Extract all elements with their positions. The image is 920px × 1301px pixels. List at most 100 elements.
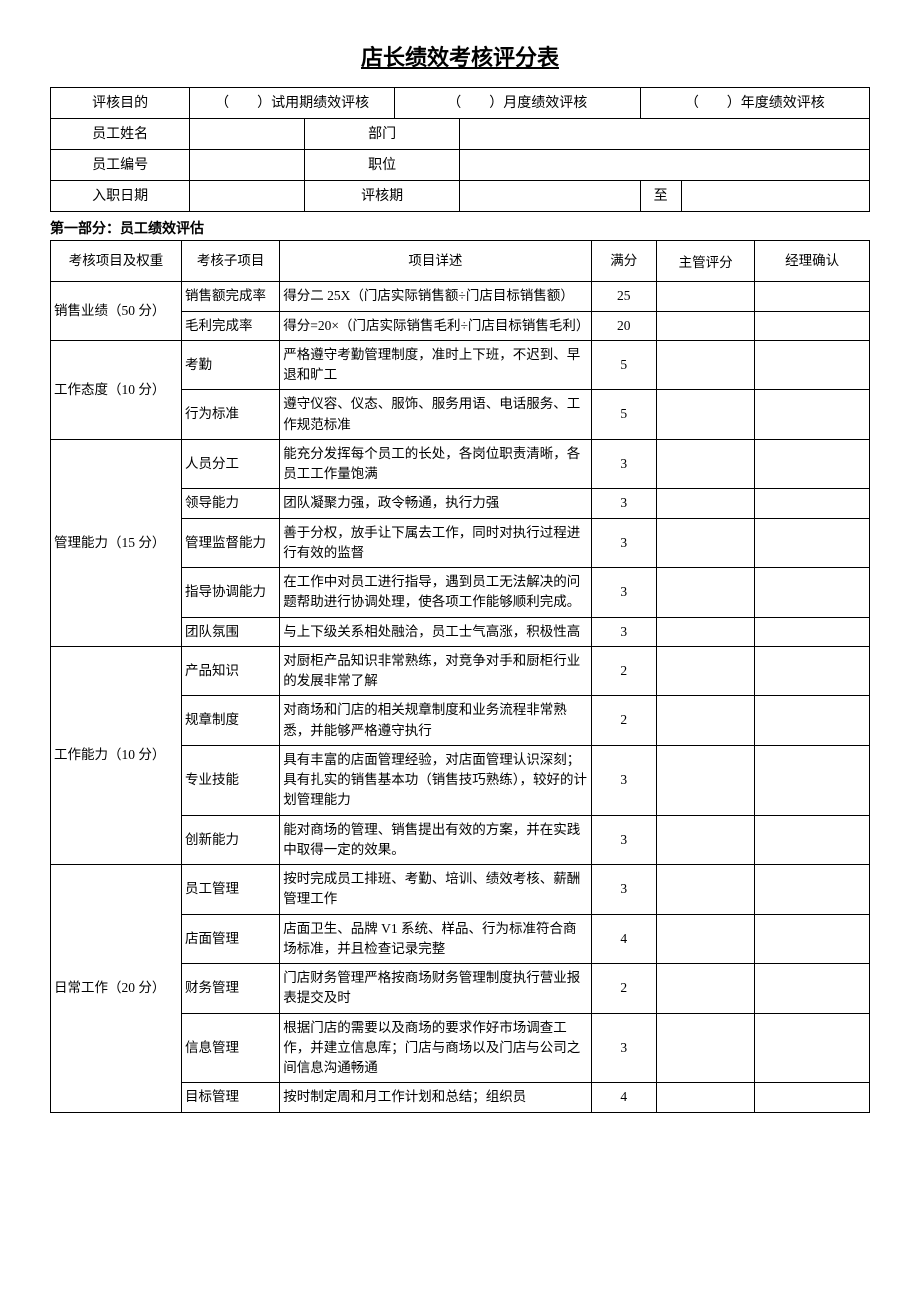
maxscore-cell: 3 [591, 1013, 657, 1083]
description-cell: 按时制定周和月工作计划和总结；组织员 [280, 1083, 591, 1112]
header-table: 评核目的 （ ）试用期绩效评核 （ ）月度绩效评核 （ ）年度绩效评核 员工姓名… [50, 87, 870, 212]
subitem-cell: 行为标准 [182, 390, 280, 440]
manager-confirm-cell[interactable] [755, 518, 870, 568]
manager-confirm-cell[interactable] [755, 390, 870, 440]
maxscore-cell: 2 [591, 696, 657, 746]
supervisor-score-cell[interactable] [657, 815, 755, 865]
manager-confirm-cell[interactable] [755, 914, 870, 964]
hiredate-label: 入职日期 [51, 181, 190, 212]
id-label: 员工编号 [51, 150, 190, 181]
supervisor-score-cell[interactable] [657, 1083, 755, 1112]
manager-confirm-cell[interactable] [755, 617, 870, 646]
supervisor-score-cell[interactable] [657, 568, 755, 618]
description-cell: 能对商场的管理、销售提出有效的方案，并在实践中取得一定的效果。 [280, 815, 591, 865]
manager-confirm-cell[interactable] [755, 340, 870, 390]
maxscore-cell: 2 [591, 964, 657, 1014]
manager-confirm-cell[interactable] [755, 696, 870, 746]
dept-value[interactable] [460, 119, 870, 150]
supervisor-score-cell[interactable] [657, 489, 755, 518]
supervisor-score-cell[interactable] [657, 617, 755, 646]
subitem-cell: 人员分工 [182, 439, 280, 489]
period-to-value[interactable] [681, 181, 869, 212]
manager-confirm-cell[interactable] [755, 815, 870, 865]
description-cell: 团队凝聚力强，政令畅通，执行力强 [280, 489, 591, 518]
supervisor-score-cell[interactable] [657, 518, 755, 568]
supervisor-score-cell[interactable] [657, 311, 755, 340]
manager-confirm-cell[interactable] [755, 1083, 870, 1112]
maxscore-cell: 3 [591, 518, 657, 568]
manager-confirm-cell[interactable] [755, 282, 870, 311]
maxscore-cell: 4 [591, 914, 657, 964]
maxscore-cell: 3 [591, 745, 657, 815]
subitem-cell: 销售额完成率 [182, 282, 280, 311]
maxscore-cell: 2 [591, 646, 657, 696]
description-cell: 能充分发挥每个员工的长处，各岗位职责清晰，各员工工作量饱满 [280, 439, 591, 489]
pos-label: 职位 [304, 150, 460, 181]
subitem-cell: 目标管理 [182, 1083, 280, 1112]
supervisor-score-cell[interactable] [657, 340, 755, 390]
description-cell: 对商场和门店的相关规章制度和业务流程非常熟悉，并能够严格遵守执行 [280, 696, 591, 746]
col-description: 项目详述 [280, 241, 591, 282]
supervisor-score-cell[interactable] [657, 1013, 755, 1083]
subitem-cell: 专业技能 [182, 745, 280, 815]
supervisor-score-cell[interactable] [657, 964, 755, 1014]
col-maxscore: 满分 [591, 241, 657, 282]
supervisor-score-cell[interactable] [657, 865, 755, 915]
page-title: 店长绩效考核评分表 [50, 40, 870, 72]
subitem-cell: 规章制度 [182, 696, 280, 746]
manager-confirm-cell[interactable] [755, 964, 870, 1014]
description-cell: 在工作中对员工进行指导，遇到员工无法解决的问题帮助进行协调处理，使各项工作能够顺… [280, 568, 591, 618]
category-cell: 日常工作（20 分） [51, 865, 182, 1113]
manager-confirm-cell[interactable] [755, 745, 870, 815]
maxscore-cell: 3 [591, 617, 657, 646]
id-value[interactable] [190, 150, 305, 181]
supervisor-score-cell[interactable] [657, 439, 755, 489]
maxscore-cell: 3 [591, 865, 657, 915]
hiredate-value[interactable] [190, 181, 305, 212]
supervisor-score-cell[interactable] [657, 646, 755, 696]
supervisor-score-cell[interactable] [657, 745, 755, 815]
manager-confirm-cell[interactable] [755, 489, 870, 518]
description-cell: 遵守仪容、仪态、服饰、服务用语、电话服务、工作规范标准 [280, 390, 591, 440]
maxscore-cell: 3 [591, 568, 657, 618]
name-label: 员工姓名 [51, 119, 190, 150]
col-manager: 经理确认 [755, 241, 870, 282]
pos-value[interactable] [460, 150, 870, 181]
manager-confirm-cell[interactable] [755, 1013, 870, 1083]
description-cell: 善于分权，放手让下属去工作，同时对执行过程进行有效的监督 [280, 518, 591, 568]
description-cell: 严格遵守考勤管理制度，准时上下班，不迟到、早退和旷工 [280, 340, 591, 390]
category-cell: 管理能力（15 分） [51, 439, 182, 646]
description-cell: 具有丰富的店面管理经验，对店面管理认识深刻；具有扎实的销售基本功（销售技巧熟练）… [280, 745, 591, 815]
period-from-value[interactable] [460, 181, 640, 212]
maxscore-cell: 4 [591, 1083, 657, 1112]
subitem-cell: 领导能力 [182, 489, 280, 518]
description-cell: 得分=20×（门店实际销售毛利÷门店目标销售毛利） [280, 311, 591, 340]
maxscore-cell: 3 [591, 815, 657, 865]
manager-confirm-cell[interactable] [755, 646, 870, 696]
opt-annual[interactable]: （ ）年度绩效评核 [640, 88, 869, 119]
supervisor-score-cell[interactable] [657, 282, 755, 311]
maxscore-cell: 20 [591, 311, 657, 340]
subitem-cell: 毛利完成率 [182, 311, 280, 340]
subitem-cell: 考勤 [182, 340, 280, 390]
manager-confirm-cell[interactable] [755, 865, 870, 915]
name-value[interactable] [190, 119, 305, 150]
maxscore-cell: 5 [591, 340, 657, 390]
subitem-cell: 团队氛围 [182, 617, 280, 646]
supervisor-score-cell[interactable] [657, 914, 755, 964]
evaluation-table: 考核项目及权重 考核子项目 项目详述 满分 主管评分 经理确认 销售业绩（50 … [50, 240, 870, 1113]
supervisor-score-cell[interactable] [657, 390, 755, 440]
opt-monthly[interactable]: （ ）月度绩效评核 [394, 88, 640, 119]
description-cell: 与上下级关系相处融洽，员工士气高涨，积极性高 [280, 617, 591, 646]
maxscore-cell: 5 [591, 390, 657, 440]
maxscore-cell: 25 [591, 282, 657, 311]
supervisor-score-cell[interactable] [657, 696, 755, 746]
opt-probation[interactable]: （ ）试用期绩效评核 [190, 88, 395, 119]
subitem-cell: 员工管理 [182, 865, 280, 915]
manager-confirm-cell[interactable] [755, 439, 870, 489]
section1-label: 第一部分：员工绩效评估 [50, 218, 870, 238]
manager-confirm-cell[interactable] [755, 311, 870, 340]
description-cell: 门店财务管理严格按商场财务管理制度执行营业报表提交及时 [280, 964, 591, 1014]
subitem-cell: 产品知识 [182, 646, 280, 696]
manager-confirm-cell[interactable] [755, 568, 870, 618]
